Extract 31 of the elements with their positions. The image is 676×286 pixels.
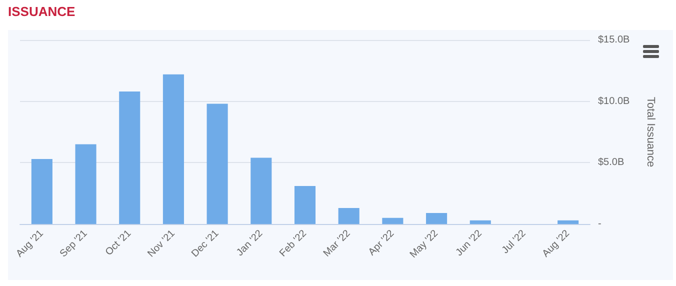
x-tick-label: Jan '22: [234, 228, 266, 258]
bar: [206, 104, 228, 224]
x-tick-label: Jul '22: [500, 228, 528, 256]
y-tick-label: -: [598, 218, 602, 230]
bar: [250, 158, 272, 224]
x-tick-label: Aug '22: [540, 228, 572, 260]
bar: [382, 218, 404, 224]
x-tick-label: Nov '21: [146, 228, 178, 260]
chart-title: ISSUANCE: [8, 4, 76, 19]
y-axis-title: Total Issuance: [644, 96, 656, 168]
bar: [470, 220, 491, 224]
x-tick-label: Mar '22: [322, 228, 354, 260]
x-tick-label: Dec '21: [190, 228, 222, 260]
x-tick-label: Apr '22: [366, 228, 397, 258]
bar: [558, 220, 579, 224]
bar: [338, 208, 360, 224]
x-tick-label: Sep '21: [58, 228, 90, 260]
y-tick-label: $15.0B: [598, 34, 630, 46]
bar: [162, 74, 184, 224]
bar: [75, 144, 96, 224]
x-tick-label: Feb '22: [278, 228, 310, 260]
x-tick-label: Jun '22: [454, 228, 485, 258]
bar: [119, 92, 140, 224]
y-tick-label: $10.0B: [598, 96, 630, 107]
x-tick-label: Aug '21: [14, 228, 46, 260]
x-tick-label: May '22: [408, 228, 441, 260]
bar: [294, 186, 316, 224]
y-tick-label: $5.0B: [598, 157, 624, 168]
bar: [426, 212, 448, 224]
bar: [31, 158, 52, 224]
x-tick-label: Oct '21: [104, 228, 134, 258]
